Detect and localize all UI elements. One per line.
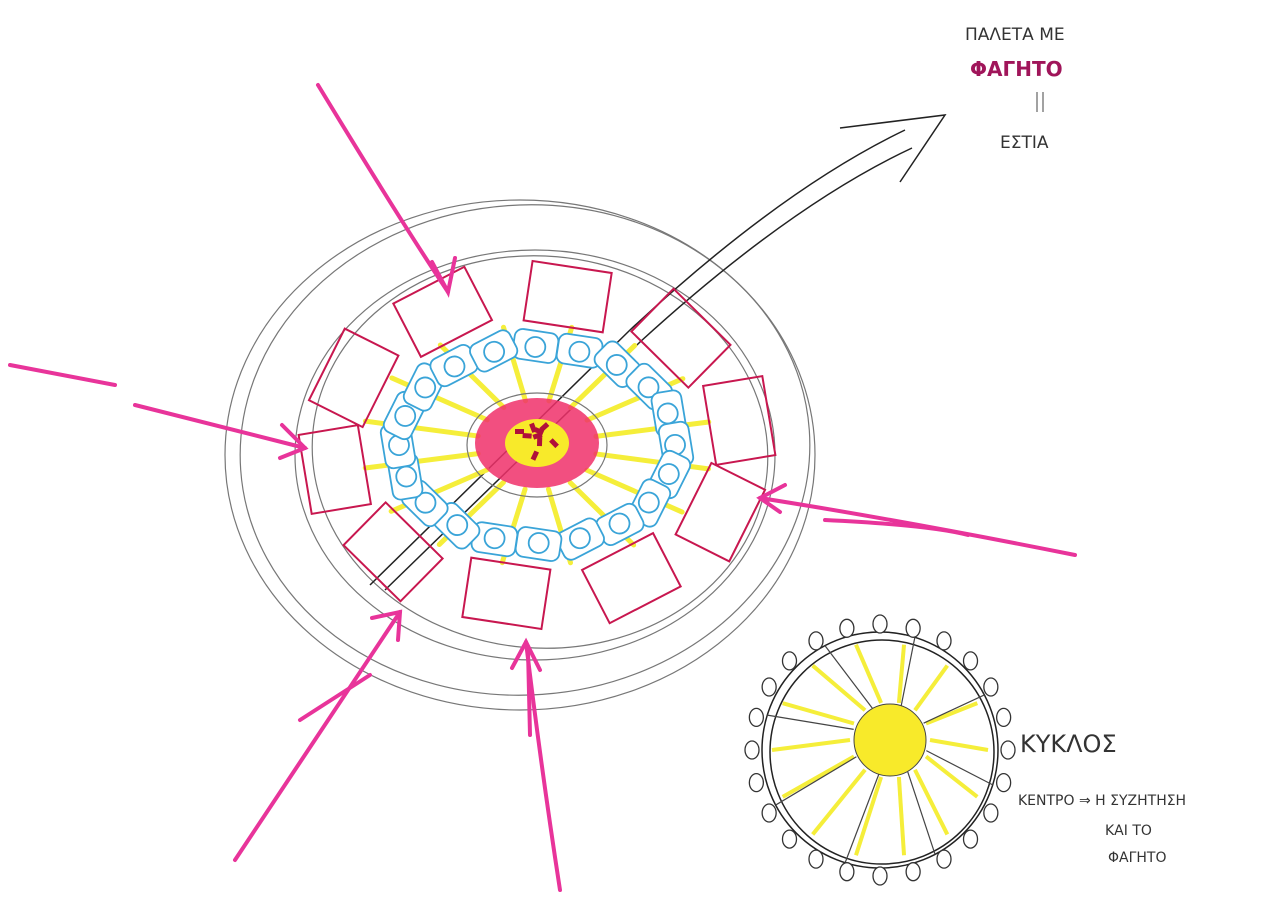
note-line: ΕΣΤΙΑ — [1000, 133, 1049, 153]
mini-seat — [782, 652, 796, 670]
mini-seat — [937, 632, 951, 650]
food — [522, 433, 531, 439]
legend-line: ΚΑΙ ΤΟ — [1105, 823, 1152, 839]
mini-seat — [1001, 741, 1015, 759]
mini-seat — [984, 678, 998, 696]
mini-seat — [873, 867, 887, 885]
legend-line: ΦΑΓΗΤΟ — [1108, 850, 1167, 866]
hearth-core — [505, 419, 569, 467]
sketch: ΠΑΛΕΤΑ ΜΕ ΦΑΓΗΤΟ ΕΣΤΙΑ ΚΥΚΛΟΣ ΚΕΝΤΡΟ ⇒ Η… — [0, 0, 1280, 902]
arrow — [528, 650, 530, 735]
mini-seat — [749, 774, 763, 792]
mini-seat — [840, 619, 854, 637]
note-line: ΠΑΛΕΤΑ ΜΕ — [965, 25, 1065, 45]
mini-seat — [809, 850, 823, 868]
mini-seat — [840, 863, 854, 881]
mini-seat — [873, 615, 887, 633]
mini-seat — [906, 619, 920, 637]
paper — [0, 0, 1280, 902]
note-highlight: ΦΑΓΗΤΟ — [970, 57, 1063, 81]
mini-seat — [997, 708, 1011, 726]
mini-seat — [937, 850, 951, 868]
mini-seat — [749, 708, 763, 726]
mini-seat — [997, 774, 1011, 792]
person — [511, 328, 559, 364]
legend-title: ΚΥΚΛΟΣ — [1020, 730, 1117, 758]
mini-seat — [782, 830, 796, 848]
mini-seat — [762, 804, 776, 822]
mini-seat — [745, 741, 759, 759]
legend-line: ΚΕΝΤΡΟ ⇒ Η ΣΥΖΗΤΗΣΗ — [1018, 793, 1186, 809]
mini-center — [854, 704, 926, 776]
mini-seat — [984, 804, 998, 822]
mini-seat — [906, 863, 920, 881]
food — [515, 429, 524, 434]
person-body — [515, 526, 563, 562]
mini-seat — [762, 678, 776, 696]
page: ΠΑΛΕΤΑ ΜΕ ΦΑΓΗΤΟ ΕΣΤΙΑ ΚΥΚΛΟΣ ΚΕΝΤΡΟ ⇒ Η… — [0, 0, 1280, 902]
person-body — [511, 328, 559, 364]
person — [515, 526, 563, 562]
mini-seat — [809, 632, 823, 650]
mini-seat — [964, 830, 978, 848]
mini-seat — [964, 652, 978, 670]
